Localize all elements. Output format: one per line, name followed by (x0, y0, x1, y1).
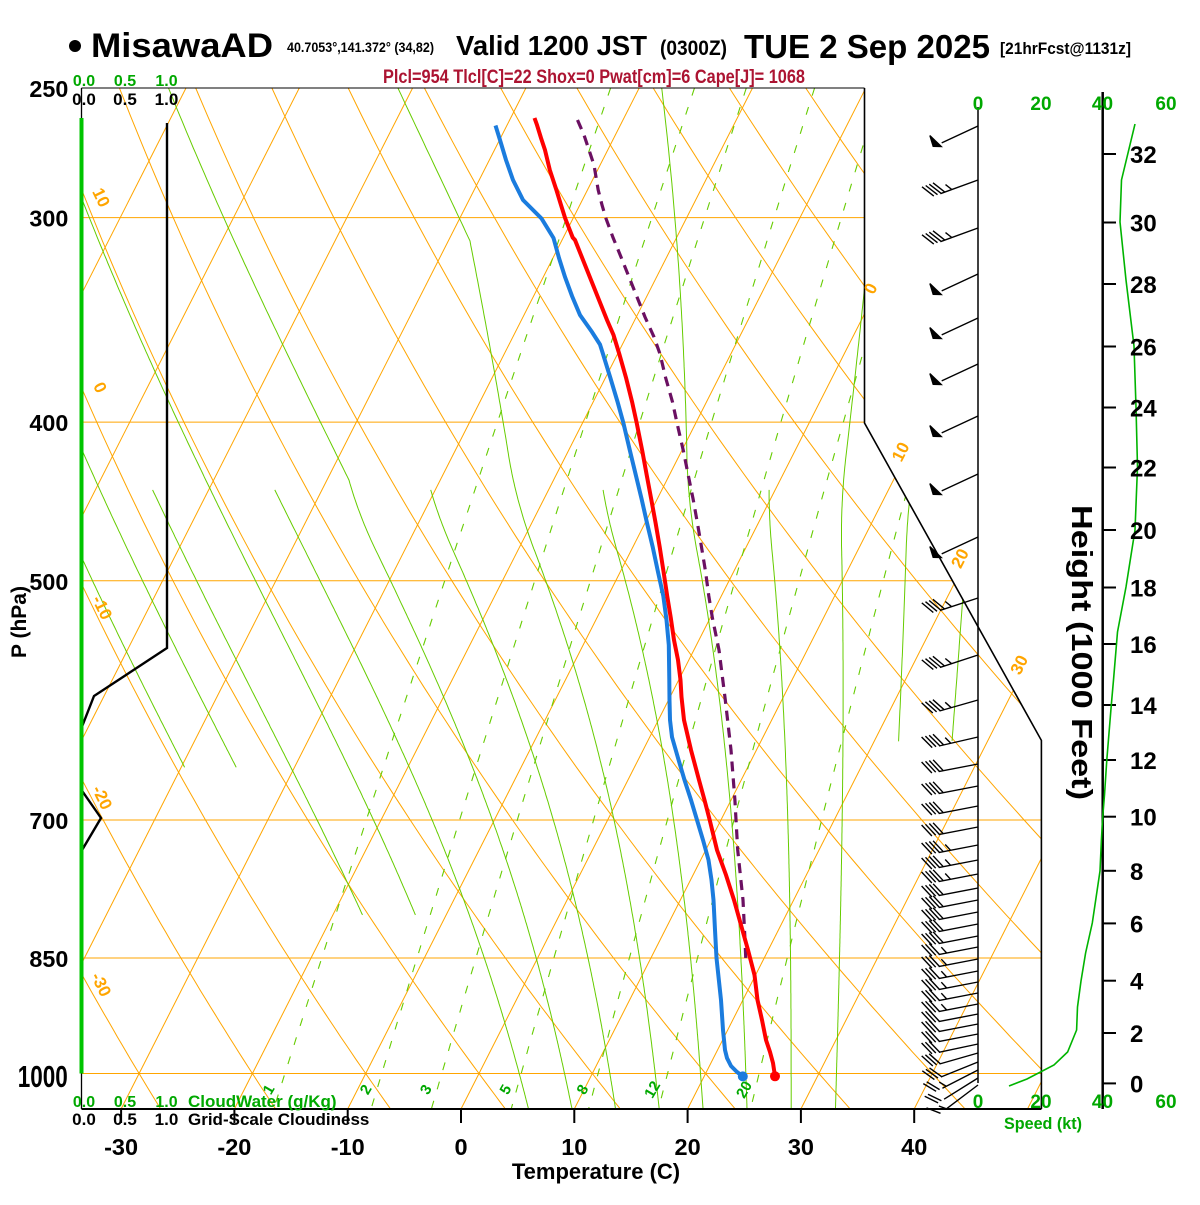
svg-text:22: 22 (1130, 456, 1157, 483)
svg-text:10: 10 (561, 1134, 587, 1160)
svg-text:850: 850 (29, 946, 68, 972)
svg-text:4: 4 (1130, 969, 1144, 996)
svg-text:30: 30 (1130, 211, 1157, 238)
svg-text:8: 8 (1130, 859, 1143, 886)
svg-text:0.5: 0.5 (113, 90, 137, 109)
svg-text:12: 12 (1130, 748, 1157, 775)
svg-text:0: 0 (454, 1134, 467, 1160)
svg-text:20: 20 (1030, 1092, 1051, 1113)
svg-text:P (hPa): P (hPa) (8, 586, 31, 658)
svg-text:0.5: 0.5 (114, 73, 136, 90)
svg-text:400: 400 (29, 410, 68, 436)
svg-text:24: 24 (1130, 396, 1157, 423)
svg-text:26: 26 (1130, 335, 1157, 362)
svg-text:40: 40 (901, 1134, 927, 1160)
svg-text:28: 28 (1130, 272, 1157, 299)
svg-text:-20: -20 (217, 1134, 251, 1160)
svg-text:Height (1000 Feet): Height (1000 Feet) (1065, 505, 1097, 800)
svg-text:18: 18 (1130, 576, 1157, 603)
svg-text:2: 2 (1130, 1021, 1143, 1048)
svg-text:30: 30 (788, 1134, 814, 1160)
svg-text:16: 16 (1130, 632, 1157, 659)
svg-text:0.5: 0.5 (114, 1094, 136, 1111)
svg-text:1.0: 1.0 (155, 90, 179, 109)
svg-text:60: 60 (1155, 94, 1176, 115)
svg-text:Speed (kt): Speed (kt) (1004, 1114, 1082, 1133)
svg-text:20: 20 (675, 1134, 701, 1160)
svg-text:700: 700 (29, 808, 68, 834)
svg-text:(0300Z): (0300Z) (660, 37, 727, 60)
svg-text:12: 12 (641, 1078, 664, 1101)
svg-text:20: 20 (1030, 94, 1051, 115)
svg-text:0.5: 0.5 (113, 1110, 137, 1129)
svg-text:Grid-Scale Cloudiness: Grid-Scale Cloudiness (188, 1110, 369, 1129)
svg-text:40.7053°,141.372° (34,82): 40.7053°,141.372° (34,82) (287, 39, 434, 55)
svg-text:20: 20 (733, 1078, 756, 1101)
svg-text:0: 0 (1130, 1071, 1143, 1098)
svg-text:1.0: 1.0 (155, 1110, 179, 1129)
svg-text:1.0: 1.0 (155, 1094, 177, 1111)
svg-text:0: 0 (973, 1092, 984, 1113)
svg-text:500: 500 (29, 569, 68, 595)
svg-text:Plcl=954 Tlcl[C]=22 Shox=0 Pwa: Plcl=954 Tlcl[C]=22 Shox=0 Pwat[cm]=6 Ca… (383, 67, 805, 88)
svg-text:0: 0 (973, 94, 984, 115)
svg-text:10: 10 (1130, 805, 1157, 832)
svg-text:0.0: 0.0 (73, 73, 95, 90)
svg-text:300: 300 (29, 206, 68, 232)
svg-text:250: 250 (29, 76, 68, 102)
svg-text:MisawaAD: MisawaAD (91, 27, 273, 65)
svg-text:32: 32 (1130, 142, 1157, 169)
svg-text:40: 40 (1092, 94, 1113, 115)
svg-text:CloudWater (g/Kg): CloudWater (g/Kg) (188, 1092, 337, 1111)
svg-text:0.0: 0.0 (72, 1110, 96, 1129)
svg-text:20: 20 (1130, 518, 1157, 545)
svg-text:14: 14 (1130, 693, 1157, 720)
svg-text:Valid 1200 JST: Valid 1200 JST (456, 30, 647, 61)
svg-text:0.0: 0.0 (72, 90, 96, 109)
svg-text:6: 6 (1130, 911, 1143, 938)
svg-text:0.0: 0.0 (73, 1094, 95, 1111)
svg-text:Temperature (C): Temperature (C) (512, 1159, 680, 1184)
svg-text:1000: 1000 (18, 1059, 68, 1094)
svg-text:60: 60 (1155, 1092, 1176, 1113)
svg-text:-10: -10 (331, 1134, 365, 1160)
svg-text:TUE 2 Sep 2025: TUE 2 Sep 2025 (744, 28, 990, 65)
svg-text:[21hrFcst@1131z]: [21hrFcst@1131z] (1000, 39, 1131, 58)
svg-text:-30: -30 (104, 1134, 138, 1160)
svg-text:40: 40 (1092, 1092, 1113, 1113)
svg-text:1.0: 1.0 (155, 73, 177, 90)
